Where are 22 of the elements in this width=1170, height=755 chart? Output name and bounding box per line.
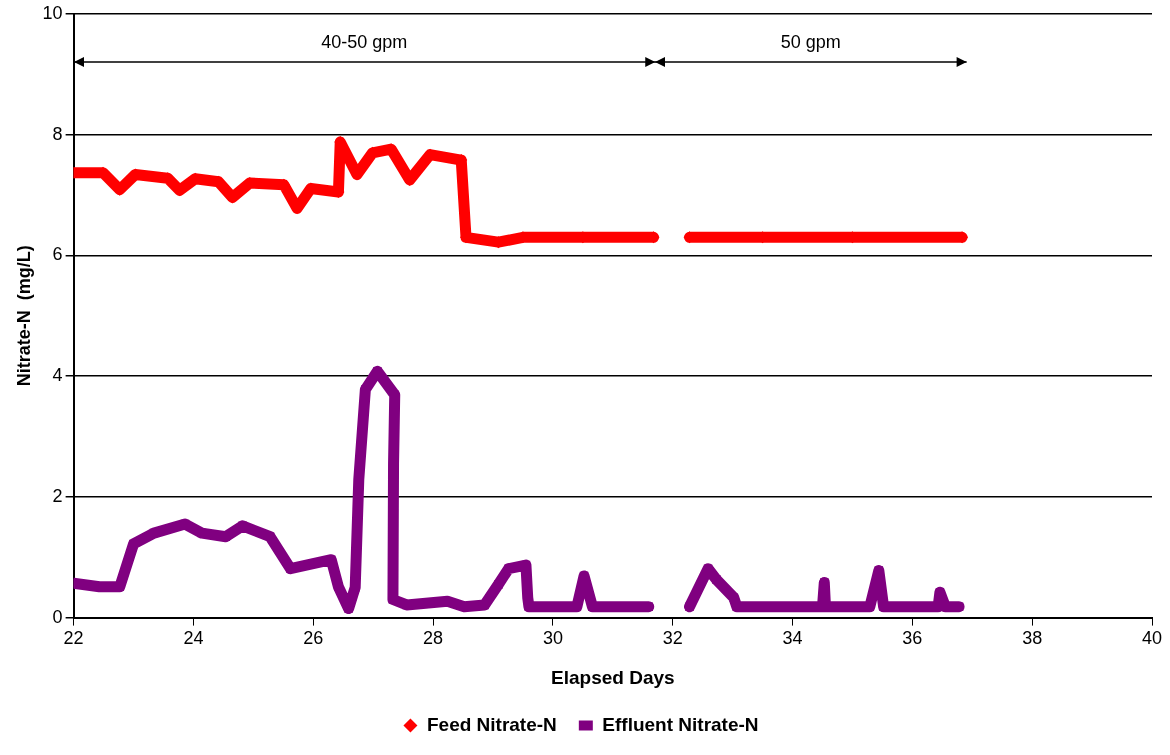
y-tick-label: 4 xyxy=(52,365,63,386)
x-tick-label: 22 xyxy=(63,628,84,649)
x-tick-label: 34 xyxy=(782,628,803,649)
x-tick-label: 38 xyxy=(1022,628,1043,649)
x-tick-label: 40 xyxy=(1141,628,1163,649)
x-tick-label: 26 xyxy=(303,628,324,649)
y-tick-label: 8 xyxy=(52,123,63,144)
x-tick-label: 30 xyxy=(542,628,563,649)
y-tick-label: 0 xyxy=(52,606,63,627)
x-tick-label: 24 xyxy=(183,628,204,649)
y-axis-title: Nitrate-N (mg/L) xyxy=(13,245,34,387)
y-tick-label: 2 xyxy=(52,485,63,506)
legend-label: Feed Nitrate-N xyxy=(426,713,557,735)
annotation: 40-50 gpm xyxy=(321,32,408,53)
legend-label: Effluent Nitrate-N xyxy=(602,713,759,735)
y-tick-label: 6 xyxy=(52,244,63,265)
x-tick-label: 28 xyxy=(423,628,444,649)
x-axis-title: Elapsed Days xyxy=(551,666,675,688)
y-tick-label: 10 xyxy=(42,2,63,23)
x-tick-label: 32 xyxy=(662,628,683,649)
x-tick-label: 36 xyxy=(902,628,923,649)
annotation: 50 gpm xyxy=(780,32,841,53)
